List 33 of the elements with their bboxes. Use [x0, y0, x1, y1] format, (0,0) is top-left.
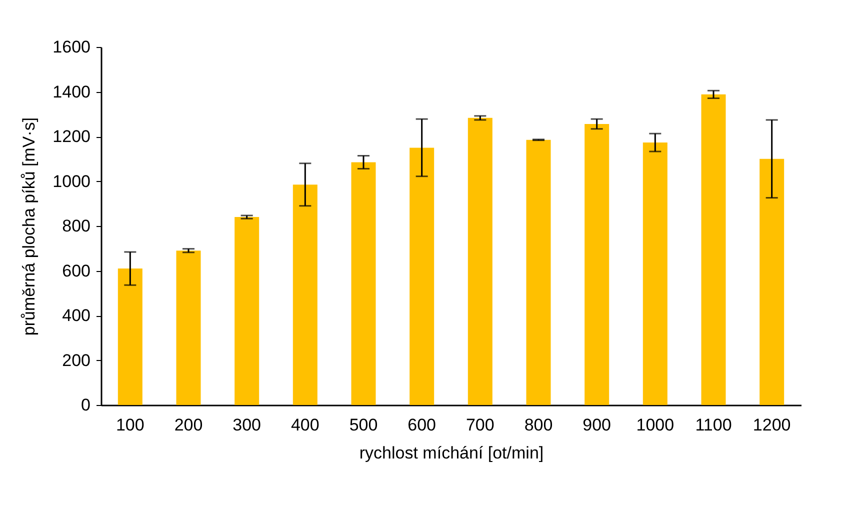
y-tick-label: 800	[62, 216, 90, 236]
y-tick-label: 200	[62, 350, 90, 370]
y-tick-label: 1000	[52, 172, 90, 191]
x-tick-label: 800	[524, 416, 553, 434]
bar	[701, 94, 726, 405]
x-tick-label: 600	[408, 416, 436, 434]
y-tick-label: 400	[62, 306, 90, 325]
bar	[410, 148, 434, 405]
bar	[526, 140, 551, 405]
x-tick-label: 200	[174, 416, 203, 434]
bar	[118, 268, 142, 405]
y-tick-label: 1200	[52, 127, 90, 146]
x-tick-label: 400	[290, 416, 320, 434]
bar	[176, 250, 201, 405]
x-tick-label: 900	[582, 416, 612, 434]
y-axis-title: průměrná plocha píků [mV·s]	[20, 117, 39, 336]
bar	[351, 162, 376, 405]
y-tick-label: 0	[81, 396, 90, 414]
x-tick-label: 300	[232, 416, 262, 434]
x-axis-title: rychlost míchání [ot/min]	[359, 444, 544, 462]
y-tick-label: 600	[62, 261, 90, 280]
bar	[292, 184, 318, 405]
y-tick-label: 1600	[52, 38, 90, 56]
x-tick-label: 1000	[636, 416, 674, 434]
x-tick-label: 100	[116, 416, 144, 434]
bar	[642, 142, 668, 405]
x-tick-label: 1100	[695, 416, 732, 434]
x-tick-label: 500	[349, 416, 378, 434]
bar	[760, 158, 784, 405]
bar	[584, 124, 610, 405]
x-tick-label: 700	[466, 416, 494, 434]
x-tick-label: 1200	[752, 416, 791, 434]
y-tick-label: 1400	[52, 82, 90, 102]
